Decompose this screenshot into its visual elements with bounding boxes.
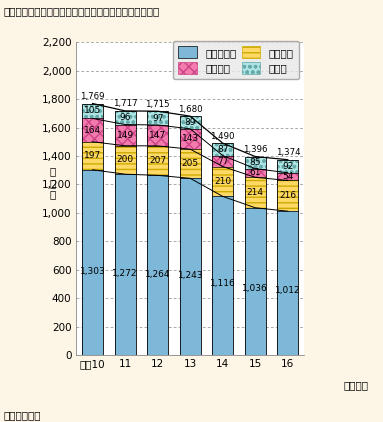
Text: 197: 197 <box>84 151 101 160</box>
Bar <box>245 157 266 169</box>
Text: 1,680: 1,680 <box>178 105 203 114</box>
Bar <box>147 111 168 125</box>
Text: 143: 143 <box>182 135 199 143</box>
Bar <box>245 157 266 169</box>
Bar <box>212 143 233 355</box>
Bar <box>180 116 201 355</box>
Bar <box>277 160 298 355</box>
Bar <box>245 208 266 355</box>
Bar <box>277 173 298 181</box>
Text: 1,490: 1,490 <box>211 132 235 141</box>
Bar <box>115 111 136 124</box>
Bar <box>212 167 233 196</box>
Text: 214: 214 <box>247 188 264 197</box>
Text: 87: 87 <box>217 145 229 154</box>
Text: 96: 96 <box>119 113 131 122</box>
Text: 89: 89 <box>185 118 196 127</box>
Text: 61: 61 <box>250 168 261 178</box>
Bar <box>180 116 201 129</box>
Bar <box>277 173 298 181</box>
Text: 1,036: 1,036 <box>242 284 268 293</box>
Bar <box>245 177 266 208</box>
Text: 1,272: 1,272 <box>112 269 138 278</box>
Text: 図４－２－６　ごみ焼却施設の処理方式別施設数の推移: 図４－２－６ ごみ焼却施設の処理方式別施設数の推移 <box>4 6 160 16</box>
Text: 1,264: 1,264 <box>145 270 170 279</box>
Bar <box>82 142 103 170</box>
Bar <box>147 125 168 146</box>
Text: 207: 207 <box>149 156 166 165</box>
Bar <box>212 143 233 156</box>
Bar <box>277 160 298 173</box>
Bar <box>180 149 201 179</box>
Text: 1,769: 1,769 <box>80 92 105 101</box>
Text: 資料：環境省: 資料：環境省 <box>4 410 41 420</box>
Text: 105: 105 <box>84 106 101 116</box>
Text: 1,303: 1,303 <box>80 267 105 276</box>
Bar <box>82 103 103 119</box>
Bar <box>82 119 103 142</box>
Text: 92: 92 <box>282 162 293 171</box>
Text: 210: 210 <box>214 177 231 186</box>
Text: （年度）: （年度） <box>343 380 368 390</box>
Bar <box>115 146 136 174</box>
Bar <box>147 125 168 146</box>
Text: 1,243: 1,243 <box>177 271 203 280</box>
Text: 149: 149 <box>116 131 134 140</box>
Bar <box>147 146 168 175</box>
Bar <box>180 179 201 355</box>
Text: 1,374: 1,374 <box>275 148 300 157</box>
Bar <box>115 124 136 146</box>
Bar <box>277 160 298 173</box>
Bar <box>212 167 233 196</box>
Y-axis label: 施
設
数: 施 設 数 <box>49 166 56 200</box>
Bar <box>82 103 103 119</box>
Text: 147: 147 <box>149 131 166 140</box>
Bar <box>180 149 201 179</box>
Text: 1,116: 1,116 <box>210 279 236 288</box>
Bar <box>180 116 201 129</box>
Bar <box>115 174 136 355</box>
Bar <box>277 181 298 211</box>
Text: 205: 205 <box>182 159 199 168</box>
Bar <box>82 103 103 355</box>
Bar <box>82 119 103 142</box>
Bar <box>277 181 298 211</box>
Bar <box>147 111 168 125</box>
Bar <box>180 129 201 149</box>
Bar <box>147 175 168 355</box>
Bar <box>180 129 201 149</box>
Bar <box>212 143 233 156</box>
Bar <box>212 156 233 167</box>
Legend: ストーカ式, 固定床式, 流動床式, その他: ストーカ式, 固定床式, 流動床式, その他 <box>173 41 299 79</box>
Text: 1,715: 1,715 <box>145 100 170 108</box>
Text: 97: 97 <box>152 114 164 122</box>
Bar <box>212 196 233 355</box>
Bar <box>245 157 266 355</box>
Text: 1,717: 1,717 <box>113 99 137 108</box>
Bar <box>212 156 233 167</box>
Text: 77: 77 <box>217 157 229 165</box>
Text: 164: 164 <box>84 126 101 135</box>
Bar <box>147 111 168 355</box>
Bar <box>245 177 266 208</box>
Bar <box>245 169 266 177</box>
Bar <box>115 111 136 124</box>
Bar <box>245 169 266 177</box>
Text: 1,012: 1,012 <box>275 286 301 295</box>
Text: 216: 216 <box>279 191 296 200</box>
Bar <box>147 146 168 175</box>
Bar <box>82 142 103 170</box>
Text: 85: 85 <box>250 158 261 167</box>
Bar <box>277 211 298 355</box>
Text: 1,396: 1,396 <box>243 145 268 154</box>
Text: 54: 54 <box>282 172 293 181</box>
Bar <box>115 124 136 146</box>
Text: 200: 200 <box>116 155 134 165</box>
Bar <box>115 146 136 174</box>
Bar <box>82 170 103 355</box>
Bar <box>115 111 136 355</box>
